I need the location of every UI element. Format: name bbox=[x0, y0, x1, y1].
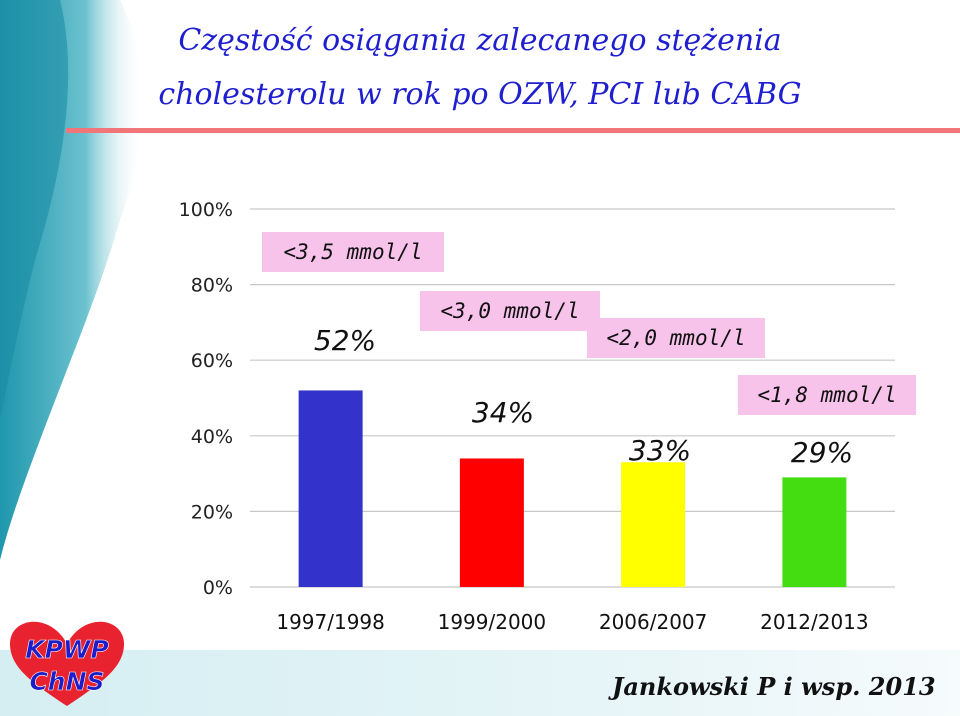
bars bbox=[298, 390, 847, 587]
data-labels: 52% 34% 33% 29% bbox=[314, 324, 853, 469]
threshold-label: <1,8 mmol/l bbox=[757, 383, 896, 407]
x-category-label: 1999/2000 bbox=[438, 610, 547, 634]
kpwp-chns-logo: KPWP ChNS bbox=[10, 621, 124, 706]
data-label: 52% bbox=[314, 324, 376, 357]
threshold-label: <2,0 mmol/l bbox=[606, 326, 745, 350]
title-line-2: cholesterolu w rok po OZW, PCI lub CABG bbox=[158, 77, 802, 112]
y-tick-label: 20% bbox=[191, 501, 233, 523]
x-category-label: 2006/2007 bbox=[599, 610, 708, 634]
source-credit: Jankowski P i wsp. 2013 bbox=[612, 672, 936, 701]
title-divider bbox=[66, 128, 960, 133]
threshold-label: <3,5 mmol/l bbox=[283, 240, 422, 264]
data-label: 34% bbox=[472, 396, 534, 429]
threshold-labels: <3,5 mmol/l <3,0 mmol/l <2,0 mmol/l <1,8 mm… bbox=[262, 232, 916, 415]
threshold-label: <3,0 mmol/l bbox=[440, 299, 579, 323]
y-tick-label: 60% bbox=[191, 350, 233, 372]
x-category-label: 1997/1998 bbox=[276, 610, 385, 634]
threshold-box bbox=[738, 375, 916, 415]
logo-text-1: KPWP bbox=[25, 635, 109, 664]
bar bbox=[621, 462, 686, 587]
y-tick-label: 100% bbox=[179, 199, 233, 221]
data-label: 29% bbox=[791, 436, 853, 469]
bar bbox=[298, 390, 363, 587]
bar bbox=[782, 477, 847, 587]
y-tick-label: 80% bbox=[191, 275, 233, 297]
x-category-label: 2012/2013 bbox=[760, 610, 869, 634]
bar bbox=[459, 458, 524, 587]
y-tick-label: 0% bbox=[203, 577, 233, 599]
data-label: 33% bbox=[629, 434, 691, 467]
threshold-box bbox=[587, 318, 765, 358]
y-tick-label: 40% bbox=[191, 426, 233, 448]
x-axis-categories: 1997/1998 1999/2000 2006/2007 2012/2013 bbox=[276, 610, 868, 634]
threshold-box bbox=[420, 291, 600, 331]
threshold-box bbox=[262, 232, 444, 272]
title-line-1: Częstość osiągania zalecanego stężenia bbox=[178, 23, 782, 58]
y-axis-ticks: 0% 20% 40% 60% 80% 100% bbox=[179, 199, 233, 599]
logo-text-2: ChNS bbox=[29, 667, 104, 696]
